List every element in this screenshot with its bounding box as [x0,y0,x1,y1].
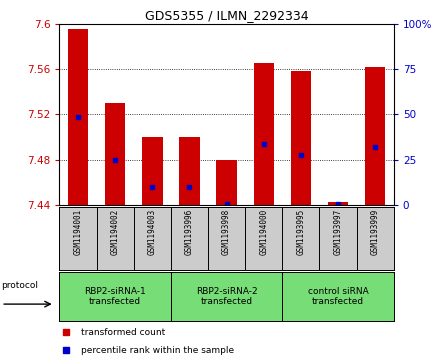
Bar [105,103,125,205]
Text: control siRNA
transfected: control siRNA transfected [308,287,368,306]
Text: GSM1193999: GSM1193999 [371,209,380,255]
Text: protocol: protocol [1,281,38,290]
Text: GSM1194001: GSM1194001 [73,209,82,255]
Text: RBP2-siRNA-2
transfected: RBP2-siRNA-2 transfected [196,287,257,306]
Text: GSM1193995: GSM1193995 [297,209,305,255]
Text: GSM1193996: GSM1193996 [185,209,194,255]
Title: GDS5355 / ILMN_2292334: GDS5355 / ILMN_2292334 [145,9,308,23]
Bar [179,137,200,205]
Text: transformed count: transformed count [81,328,165,337]
Bar [291,71,311,205]
Text: GSM1194000: GSM1194000 [259,209,268,255]
Text: GSM1194002: GSM1194002 [110,209,120,255]
Bar [365,67,385,205]
Bar [253,63,274,205]
Text: RBP2-siRNA-1
transfected: RBP2-siRNA-1 transfected [84,287,146,306]
Text: percentile rank within the sample: percentile rank within the sample [81,346,234,355]
Bar [328,202,348,205]
Text: GSM1193997: GSM1193997 [334,209,343,255]
Bar [142,137,162,205]
Text: GSM1193998: GSM1193998 [222,209,231,255]
Text: GSM1194003: GSM1194003 [148,209,157,255]
Bar [68,29,88,205]
Bar [216,160,237,205]
